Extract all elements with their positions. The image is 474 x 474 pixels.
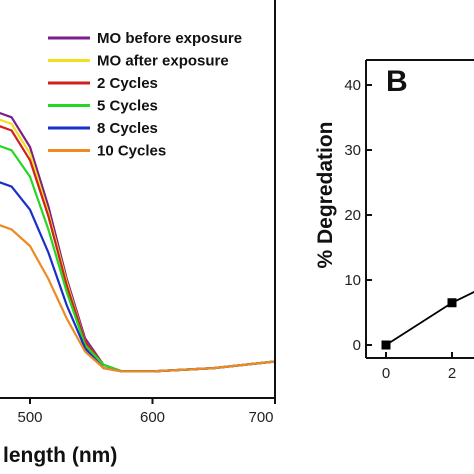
panel-b-y-ticks: 0 10 20 30 40 [344,77,372,354]
y-tick-label: 20 [344,207,361,224]
data-point [381,340,391,350]
panel-a-legend: MO before exposure MO after exposure 2 Cyc… [48,30,242,160]
legend-entry: 5 Cycles [97,98,158,115]
panel-b-letter: B [386,65,408,98]
panel-a-x-axis-label: length (nm) [3,444,117,467]
series-line-3 [0,125,276,373]
x-tick-label: 2 [448,365,456,382]
legend-entry: 2 Cycles [97,75,158,92]
legend-entry: MO before exposure [97,30,242,47]
y-tick-label: 0 [353,337,361,354]
panel-a-series [0,111,276,373]
x-tick-label: 700 [248,409,273,426]
y-tick-label: 30 [344,142,361,159]
legend-entry: 8 Cycles [97,120,158,137]
legend-entry: MO after exposure [97,53,229,70]
y-tick-label: 40 [344,77,361,94]
panel-b-y-axis-label: % Degredation [314,121,337,268]
x-tick-label: 500 [17,409,42,426]
panel-a: 500 600 700 length (nm) MO before exposure… [0,0,276,467]
x-tick-label: 600 [140,409,165,426]
panel-b-series [381,290,474,350]
x-tick-label: 0 [382,365,390,382]
series-line-6 [0,224,276,373]
legend-entry: 10 Cycles [97,143,166,160]
panel-b-frame [365,59,474,359]
y-tick-label: 10 [344,272,361,289]
data-point [447,298,457,308]
series-line-4 [0,144,276,373]
panel-a-x-ticks: 500 600 700 [17,398,276,426]
degradation-line [385,290,474,346]
